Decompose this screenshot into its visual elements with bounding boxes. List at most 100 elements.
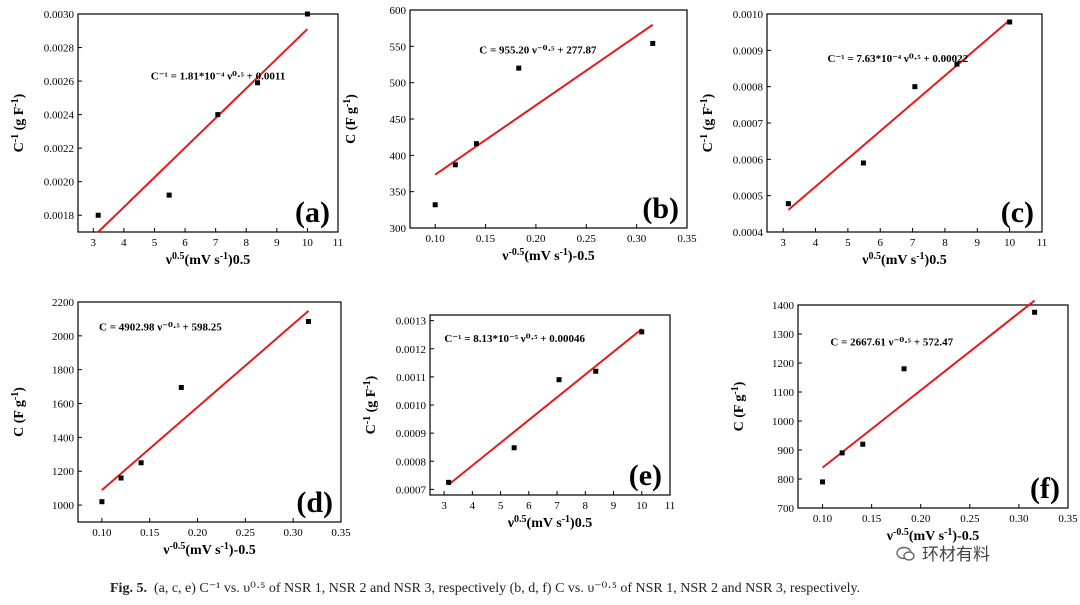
x-tick-label: 6 <box>877 237 883 249</box>
x-tick-label: 0.10 <box>813 513 833 525</box>
x-tick-label: 7 <box>213 237 219 249</box>
data-point <box>954 61 960 67</box>
y-tick-label: 0.0009 <box>396 428 427 440</box>
plot-frame <box>797 304 1069 509</box>
y-tick-label: 1000 <box>772 416 795 428</box>
data-point <box>511 445 517 451</box>
data-point <box>639 329 645 335</box>
x-tick-label: 8 <box>243 237 249 249</box>
x-tick-label: 0.30 <box>627 233 647 245</box>
x-tick-label: 0.10 <box>92 527 112 539</box>
data-point <box>138 460 144 466</box>
fit-line <box>97 28 309 233</box>
x-tick-label: 3 <box>780 237 786 249</box>
x-tick-label: 5 <box>498 500 504 512</box>
x-tick-label: 8 <box>583 500 589 512</box>
plot-frame <box>77 13 339 233</box>
y-tick-label: 2000 <box>52 331 75 343</box>
x-tick-label: 7 <box>910 237 916 249</box>
y-tick-label: 0.0018 <box>44 210 75 222</box>
x-axis-label: ν0.5(mV s-1)0.5 <box>165 251 250 269</box>
panel-label: (d) <box>296 486 333 519</box>
y-tick-label: 0.0008 <box>733 82 764 94</box>
fit-equation: C = 2667.61 ν⁻⁰·⁵ + 572.47 <box>830 337 953 349</box>
x-tick-label: 6 <box>526 500 532 512</box>
x-tick-label: 0.30 <box>284 527 304 539</box>
data-point <box>304 11 310 17</box>
data-point <box>785 201 791 207</box>
panel-label: (f) <box>1030 472 1060 505</box>
panel-a: 3 4 5 6 7 8 9 10 11 0.0018 0.0020 0.0022 0.0024 0.002… <box>10 9 344 268</box>
data-point <box>1007 19 1013 25</box>
figure-caption: Fig. 5. (a, c, e) C⁻¹ vs. υ⁰·⁵ of NSR 1,… <box>110 580 860 597</box>
x-tick-label: 3 <box>441 500 447 512</box>
data-point <box>650 40 656 46</box>
x-tick-label: 0.20 <box>526 233 546 245</box>
fit-equation: C = 4902.98 ν⁻⁰·⁵ + 598.25 <box>99 322 222 334</box>
y-tick-label: 0.0030 <box>44 9 75 21</box>
data-point <box>912 84 918 90</box>
y-tick-label: 350 <box>390 187 407 199</box>
x-tick-label: 0.25 <box>236 527 256 539</box>
x-tick-label: 0.20 <box>188 527 208 539</box>
data-point <box>820 479 826 485</box>
y-axis-label: C-1 (g F-1) <box>362 375 380 434</box>
y-tick-label: 1100 <box>772 387 794 399</box>
fit-line <box>448 328 643 486</box>
y-tick-label: 1200 <box>772 358 795 370</box>
panel-f: 0.10 0.15 0.20 0.25 0.30 0.35 700 800 900 1000 110… <box>730 299 1078 545</box>
y-tick-label: 0.0028 <box>44 43 75 55</box>
y-tick-label: 0.0008 <box>396 456 427 468</box>
data-point <box>901 366 907 372</box>
x-tick-label: 11 <box>1037 237 1048 249</box>
x-tick-label: 0.15 <box>476 233 496 245</box>
x-tick-label: 11 <box>665 500 676 512</box>
data-point <box>516 65 522 71</box>
y-tick-label: 500 <box>390 78 407 90</box>
data-point <box>432 202 438 208</box>
y-tick-label: 600 <box>390 5 407 17</box>
fit-equation: C = 955.20 ν⁻⁰·⁵ + 277.87 <box>479 45 597 57</box>
x-tick-label: 10 <box>302 237 314 249</box>
y-tick-label: 1000 <box>52 500 75 512</box>
y-tick-label: 0.0020 <box>44 177 75 189</box>
data-point <box>860 160 866 166</box>
panel-label: (b) <box>642 192 679 225</box>
panel-label: (a) <box>295 196 330 229</box>
y-tick-label: 1400 <box>772 300 795 312</box>
x-tick-label: 0.35 <box>1058 513 1078 525</box>
watermark-text: 环材有料 <box>922 545 990 565</box>
wechat-logo-icon <box>896 546 915 561</box>
y-tick-label: 800 <box>778 474 795 486</box>
y-tick-label: 450 <box>390 114 407 126</box>
panel-b: 0.10 0.15 0.20 0.25 0.30 0.35 300 350 400 450 500 5… <box>342 5 698 264</box>
data-point <box>178 384 184 390</box>
x-tick-label: 0.20 <box>911 513 931 525</box>
fit-line <box>821 299 1036 469</box>
fit-line <box>434 23 654 176</box>
watermark: 环材有料 <box>896 540 990 565</box>
x-tick-label: 0.35 <box>677 233 697 245</box>
panel-label: (c) <box>1001 196 1034 229</box>
data-point <box>255 80 261 86</box>
plot-frame <box>77 301 342 523</box>
x-tick-label: 3 <box>91 237 97 249</box>
data-point <box>166 192 172 198</box>
x-tick-label: 0.35 <box>331 527 351 539</box>
data-point <box>452 162 458 168</box>
y-tick-label: 1200 <box>52 466 75 478</box>
y-tick-label: 0.0004 <box>733 227 764 239</box>
y-axis-label: C (F g-1) <box>342 94 360 144</box>
x-tick-label: 7 <box>554 500 560 512</box>
x-tick-label: 8 <box>942 237 948 249</box>
x-tick-label: 9 <box>975 237 981 249</box>
data-point <box>305 318 311 324</box>
x-tick-label: 9 <box>274 237 280 249</box>
panel-c: 3 4 5 6 7 8 9 10 11 0.0004 0.0005 0.0006 0.0007 0.000… <box>699 9 1048 268</box>
x-axis-label: ν-0.5(mV s-1)-0.5 <box>886 527 979 545</box>
y-tick-label: 400 <box>390 150 407 162</box>
y-tick-label: 0.0009 <box>733 45 764 57</box>
caption-text: (a, c, e) C⁻¹ vs. υ⁰·⁵ of NSR 1, NSR 2 a… <box>153 581 861 596</box>
data-point <box>556 377 562 383</box>
